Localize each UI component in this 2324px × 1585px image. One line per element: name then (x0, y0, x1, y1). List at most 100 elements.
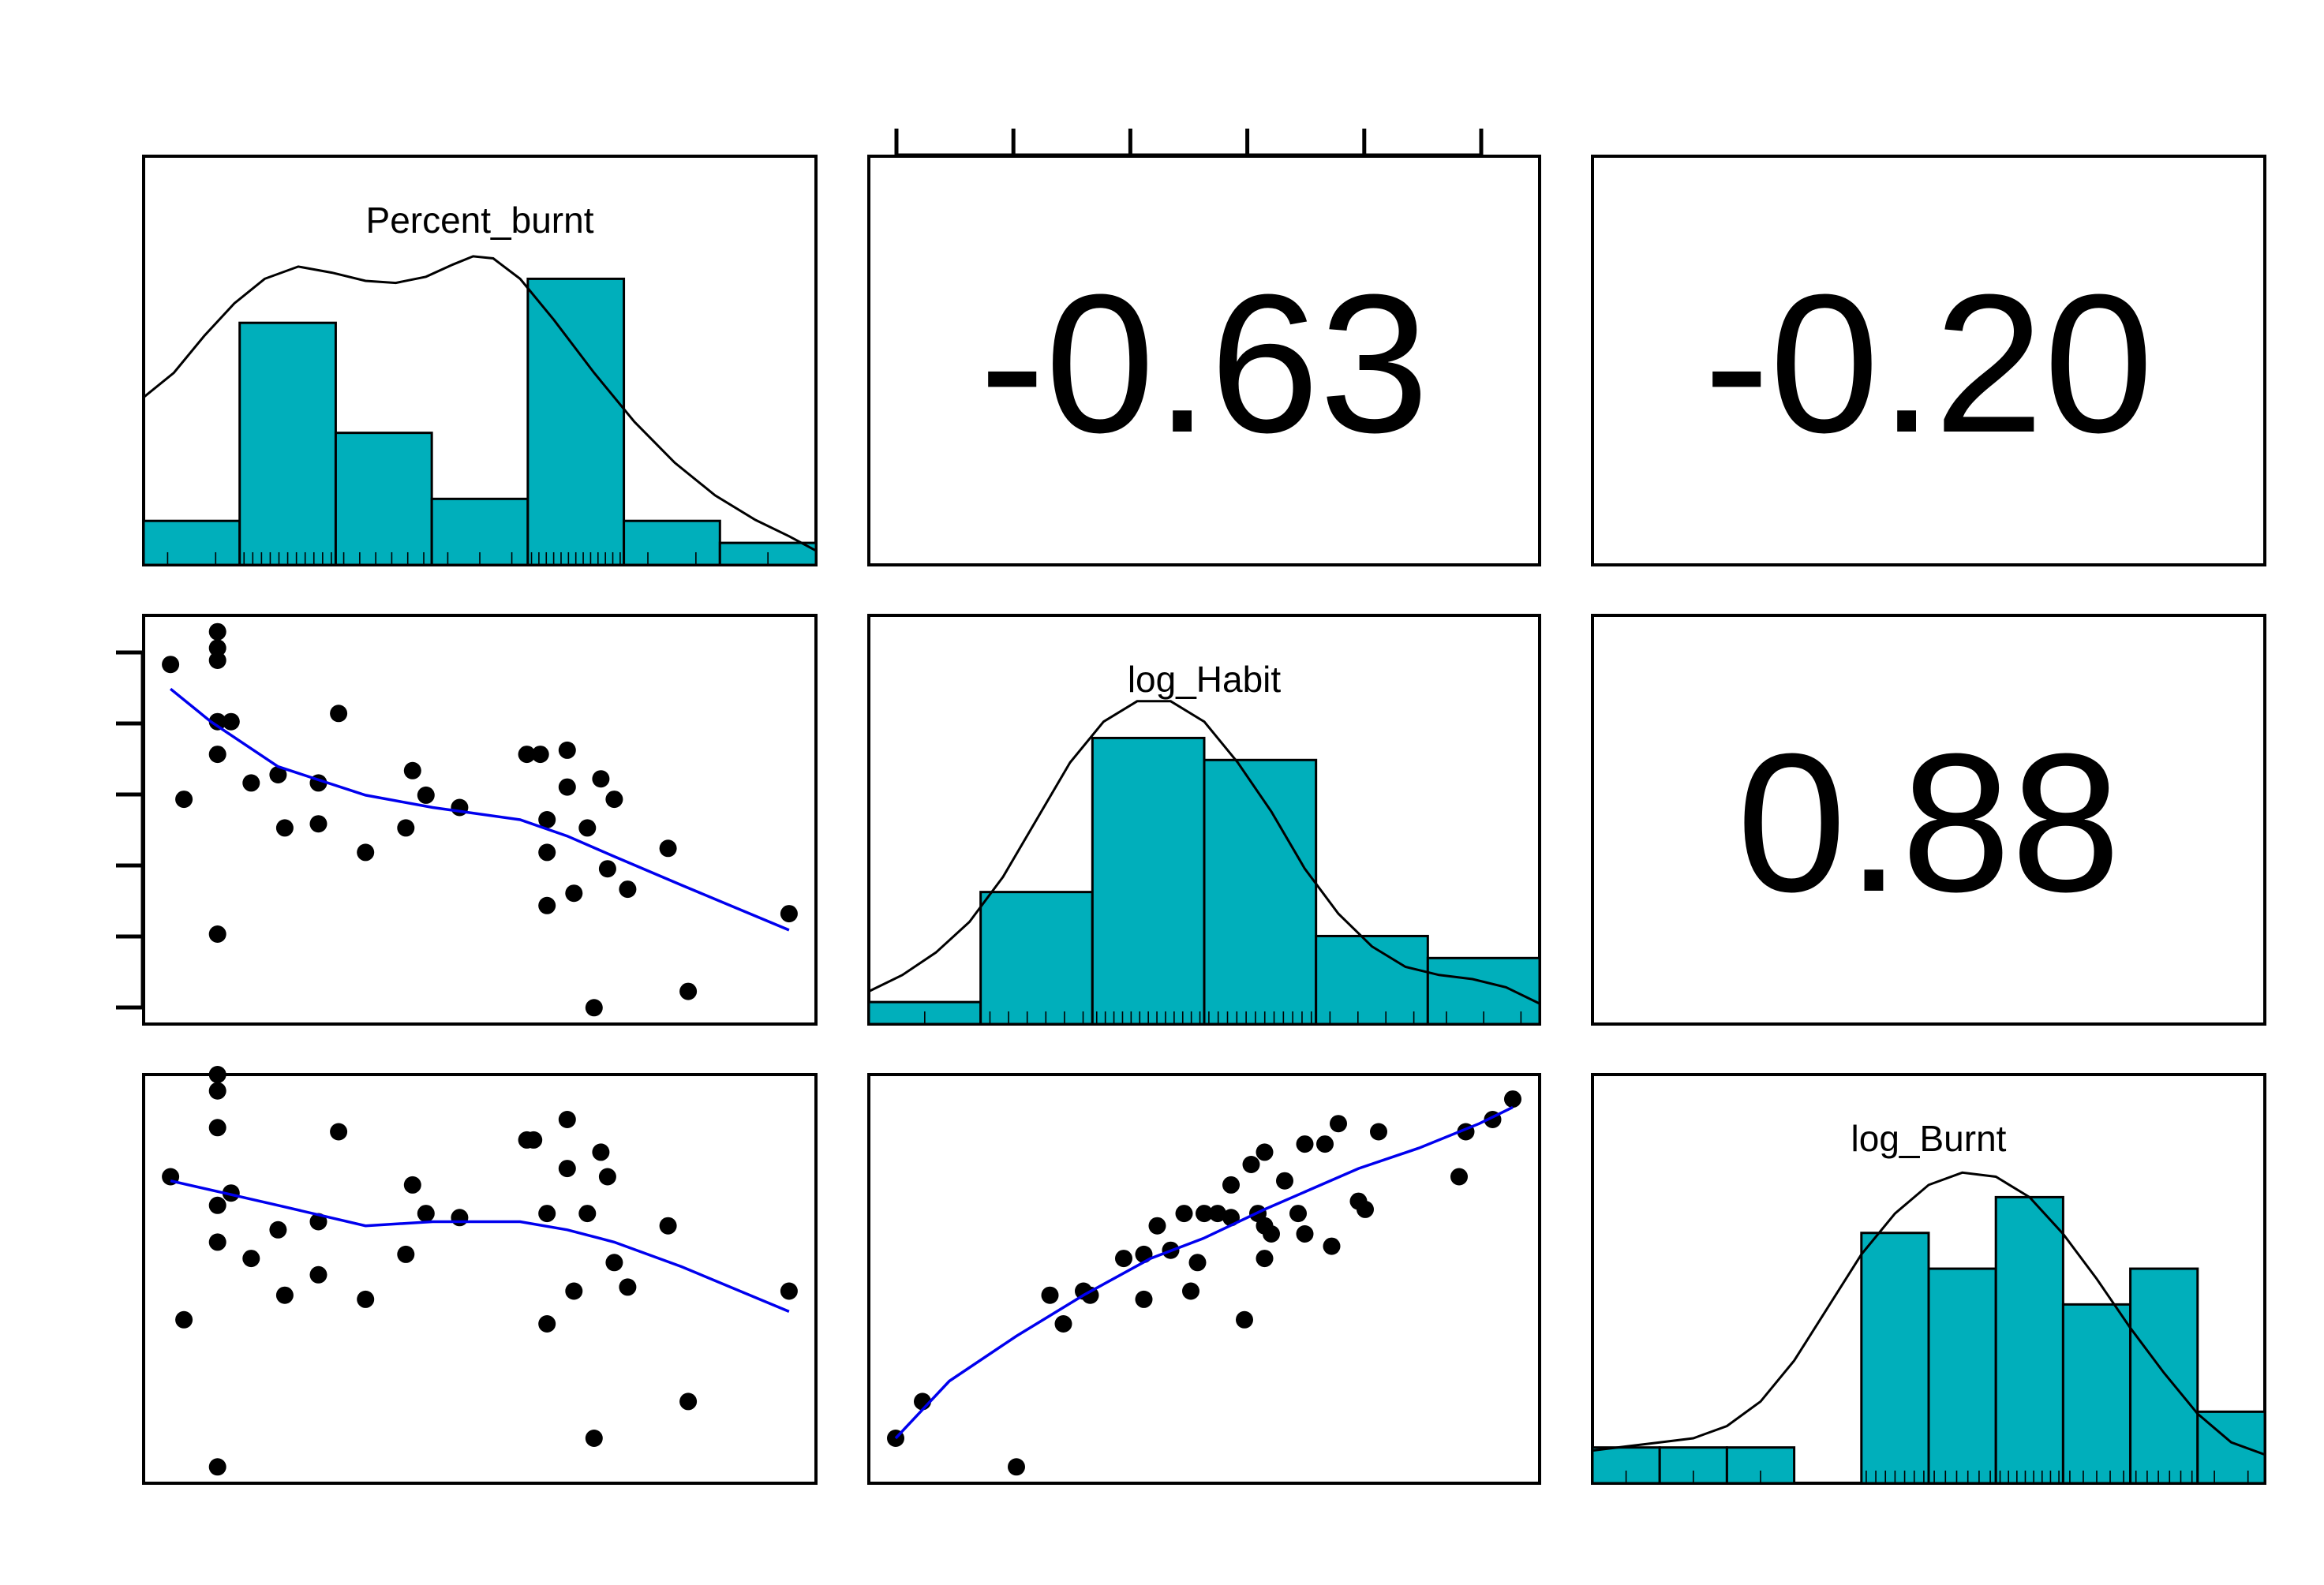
scatter-point (208, 1233, 226, 1251)
histogram-bar (526, 277, 626, 565)
scatter-point (578, 819, 597, 837)
matrix-panels: Percent_burnt -0.63 -0.20 log_Habit 0.88 log_… (142, 155, 2266, 1485)
scatter-point (1182, 1282, 1199, 1300)
scatter-point (417, 786, 435, 804)
scatter-point (592, 1143, 610, 1161)
smooth-line (894, 1105, 1514, 1440)
histogram-bar (1927, 1267, 1997, 1483)
scatter-point (558, 1160, 576, 1178)
panel-r0-c1: -0.63 (867, 155, 1541, 566)
scatter-point (330, 705, 348, 723)
variable-label: log_Habit (1128, 659, 1282, 700)
histogram-bar (1860, 1232, 1930, 1483)
scatter-point (208, 622, 226, 641)
panel-r0-c2: -0.20 (1591, 155, 2266, 566)
panel-r0-c0: Percent_burnt (142, 155, 818, 566)
scatter-point (309, 1213, 327, 1231)
scatter-point (208, 746, 226, 764)
scatter-point (1135, 1245, 1153, 1263)
panel-r2-c1 (867, 1073, 1541, 1485)
density-curve (869, 700, 1540, 1005)
scatter-point (357, 843, 375, 862)
scatter-point (208, 1119, 226, 1137)
correlation-value: -0.20 (1704, 253, 2154, 473)
scatter-point (1236, 1310, 1253, 1329)
panel-frame (1591, 155, 2266, 566)
scatter-point (1276, 1172, 1293, 1190)
scatter-point (605, 1254, 623, 1272)
scatter-point (592, 770, 610, 788)
histogram-bar (334, 432, 433, 565)
scatter-point (242, 774, 260, 792)
scatter-point (1330, 1115, 1347, 1133)
scatter-point (275, 819, 294, 837)
scatter-point (565, 884, 583, 903)
scatter-point (330, 1123, 348, 1141)
scatter-point (208, 712, 226, 731)
correlation-value: -0.63 (979, 253, 1429, 473)
density-curve (1592, 1171, 2265, 1456)
scatter-point (1504, 1090, 1521, 1108)
histogram-bar (2196, 1410, 2265, 1483)
scatter-point (558, 741, 576, 759)
histogram-bar (238, 321, 337, 565)
smooth-line (169, 687, 790, 932)
density-curve (144, 255, 816, 552)
scatter-point (538, 896, 556, 914)
scatter-point (1209, 1205, 1226, 1223)
scatter-point (275, 1286, 294, 1304)
scatter-point (1316, 1135, 1334, 1153)
scatter-point (162, 656, 180, 674)
scatter-point (1148, 1217, 1166, 1235)
scatter-point (451, 1209, 469, 1227)
scatter-point (1370, 1123, 1387, 1141)
scatter-point (208, 1196, 226, 1214)
scatter-point (1450, 1168, 1468, 1186)
scatter-point (175, 791, 193, 809)
scatter-point (1041, 1286, 1059, 1304)
scatter-point (619, 1278, 637, 1296)
panel-r1-c0 (142, 614, 818, 1026)
scatter-point (1115, 1250, 1132, 1268)
panel-frame (1591, 614, 2266, 1026)
scatter-point (558, 778, 576, 796)
scatter-point (1256, 1250, 1274, 1268)
scatter-point (309, 815, 327, 833)
histogram-group (1592, 1171, 2265, 1483)
scatter-point (1296, 1225, 1314, 1243)
scatter-point (598, 860, 616, 878)
scatter-point (1188, 1254, 1207, 1272)
scatter-point (222, 1184, 240, 1202)
scatter-point (538, 1315, 556, 1333)
scatter-point (269, 1221, 287, 1239)
scatter-point (1256, 1143, 1274, 1161)
scatter-point (679, 1392, 698, 1411)
scatter-point (208, 925, 226, 943)
scatter-point (451, 798, 469, 817)
scatter-point (531, 746, 549, 764)
histogram-bar (1203, 758, 1318, 1024)
panel-r2-c2: log_Burnt (1591, 1073, 2266, 1485)
panel-r1-c2: 0.88 (1591, 614, 2266, 1026)
correlation-value: 0.88 (1737, 712, 2121, 933)
scatter-point (1175, 1205, 1193, 1223)
panel-frame (142, 614, 818, 1026)
histogram-bar (2061, 1303, 2132, 1483)
histogram-bar (1091, 736, 1206, 1024)
scatter-point (208, 639, 226, 657)
scatter-point (1323, 1237, 1341, 1255)
histogram-bar (623, 519, 721, 565)
scatter-point (208, 1458, 226, 1476)
scatter-point (208, 652, 226, 669)
scatter-point (397, 819, 415, 837)
scatter-point (558, 1111, 576, 1128)
scatter-point (1263, 1225, 1280, 1243)
scatter-point (1296, 1135, 1314, 1153)
scatter-point (538, 843, 556, 862)
scatter-point (1081, 1286, 1099, 1304)
smooth-line (170, 1179, 790, 1314)
scatter-point (1135, 1290, 1153, 1308)
scatter-point (679, 982, 698, 1000)
scatter-point (403, 761, 421, 779)
histogram-bar (1994, 1195, 2064, 1483)
